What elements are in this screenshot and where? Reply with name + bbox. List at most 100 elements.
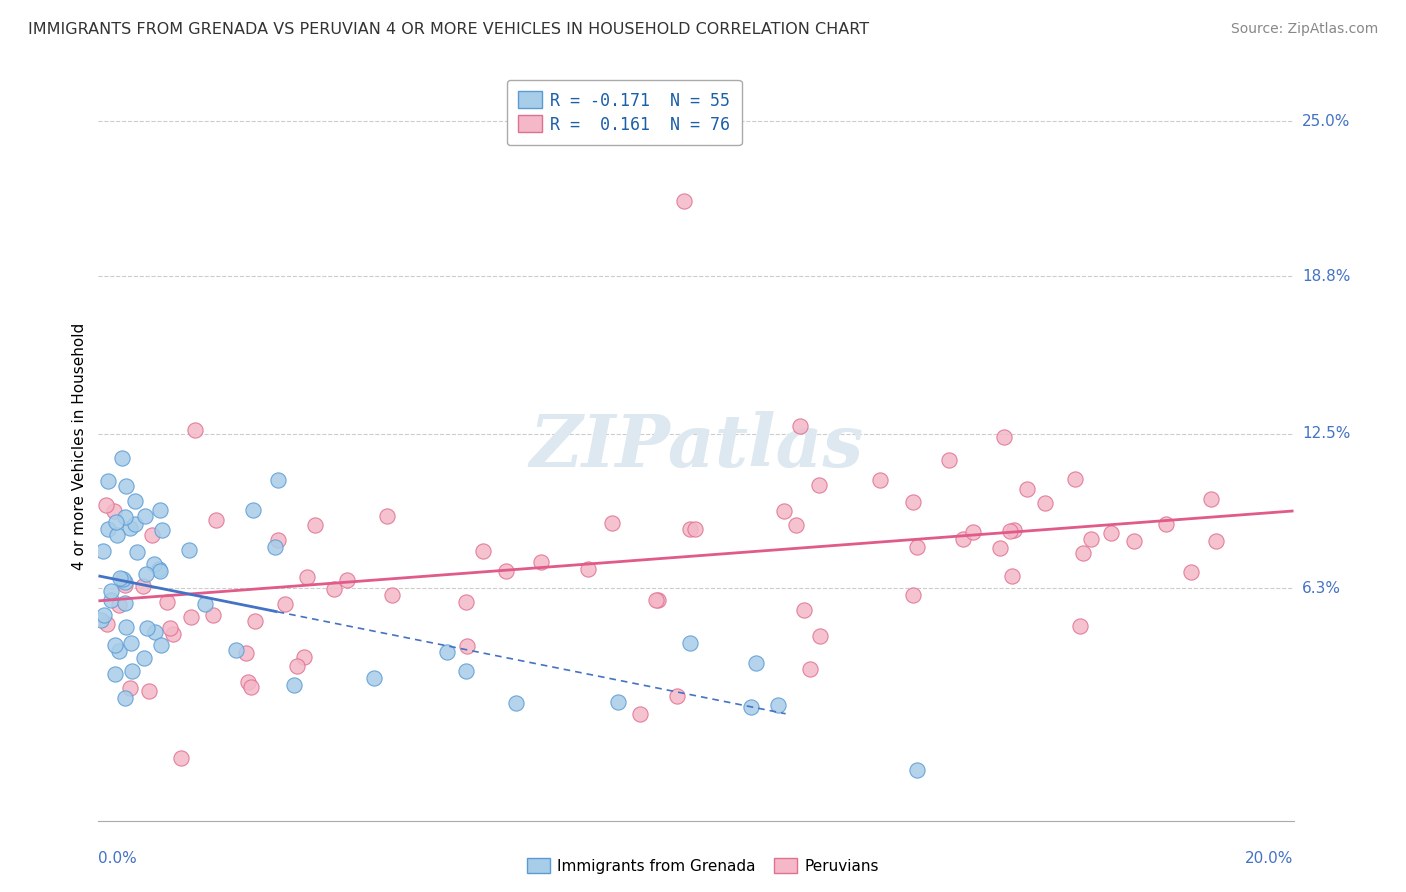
Point [1000, 524, 1022, 538]
Point [740, 699, 762, 714]
Point [785, 518, 807, 533]
Text: 20.0%: 20.0% [1246, 851, 1294, 866]
Point [744, 656, 766, 670]
Point [148, 562, 170, 576]
Point [375, 508, 398, 523]
Point [114, 690, 136, 705]
Point [120, 636, 142, 650]
Point [242, 503, 264, 517]
Point [105, 528, 128, 542]
Point [799, 663, 821, 677]
Point [138, 683, 160, 698]
Y-axis label: 4 or more Vehicles in Household: 4 or more Vehicles in Household [72, 322, 87, 570]
Point [114, 574, 136, 589]
Point [869, 473, 891, 487]
Point [142, 558, 165, 572]
Point [1180, 565, 1202, 579]
Point [132, 579, 155, 593]
Point [993, 429, 1015, 443]
Point [152, 523, 174, 537]
Point [93, 607, 115, 622]
Legend: R = -0.171  N = 55, R =  0.161  N = 76: R = -0.171 N = 55, R = 0.161 N = 76 [506, 79, 742, 145]
Point [155, 594, 177, 608]
Point [103, 667, 125, 681]
Point [149, 564, 172, 578]
Point [1205, 533, 1227, 548]
Point [1000, 569, 1022, 583]
Point [267, 533, 290, 548]
Point [363, 671, 385, 685]
Point [905, 763, 928, 777]
Point [647, 592, 669, 607]
Point [607, 695, 630, 709]
Point [1154, 516, 1177, 531]
Point [108, 571, 131, 585]
Point [111, 450, 134, 465]
Point [678, 522, 700, 536]
Point [673, 194, 696, 209]
Point [454, 664, 477, 678]
Text: 6.3%: 6.3% [1302, 581, 1341, 596]
Point [1002, 524, 1025, 538]
Point [159, 621, 181, 635]
Point [1015, 482, 1038, 496]
Point [679, 636, 702, 650]
Point [124, 517, 146, 532]
Text: IMMIGRANTS FROM GRENADA VS PERUVIAN 4 OR MORE VEHICLES IN HOUSEHOLD CORRELATION : IMMIGRANTS FROM GRENADA VS PERUVIAN 4 OR… [28, 22, 869, 37]
Point [773, 504, 796, 518]
Point [789, 419, 811, 434]
Point [243, 614, 266, 628]
Point [177, 543, 200, 558]
Point [103, 504, 125, 518]
Point [267, 474, 290, 488]
Point [264, 540, 287, 554]
Point [97, 475, 120, 489]
Point [1071, 545, 1094, 559]
Point [578, 562, 600, 576]
Point [1080, 533, 1102, 547]
Point [505, 697, 527, 711]
Point [149, 639, 172, 653]
Point [295, 570, 318, 584]
Point [96, 616, 118, 631]
Text: 12.5%: 12.5% [1302, 426, 1350, 441]
Point [225, 642, 247, 657]
Point [1122, 534, 1144, 549]
Point [90, 613, 112, 627]
Point [335, 573, 357, 587]
Point [952, 533, 974, 547]
Text: 0.0%: 0.0% [98, 851, 138, 866]
Point [202, 607, 225, 622]
Point [183, 423, 205, 437]
Point [901, 495, 924, 509]
Point [808, 629, 831, 643]
Point [1033, 496, 1056, 510]
Text: ZIPatlas: ZIPatlas [529, 410, 863, 482]
Point [107, 644, 129, 658]
Point [600, 516, 623, 531]
Point [273, 597, 295, 611]
Point [134, 509, 156, 524]
Point [322, 582, 344, 596]
Text: 18.8%: 18.8% [1302, 268, 1350, 284]
Point [124, 494, 146, 508]
Point [149, 503, 172, 517]
Point [100, 592, 122, 607]
Point [108, 598, 131, 612]
Point [135, 621, 157, 635]
Point [240, 680, 263, 694]
Point [118, 681, 141, 695]
Point [292, 649, 315, 664]
Point [141, 527, 163, 541]
Point [125, 545, 148, 559]
Point [91, 544, 114, 558]
Point [94, 498, 117, 512]
Text: 25.0%: 25.0% [1302, 114, 1350, 128]
Point [162, 626, 184, 640]
Point [683, 522, 706, 536]
Point [990, 541, 1012, 555]
Point [793, 603, 815, 617]
Point [766, 698, 789, 712]
Point [1064, 472, 1087, 486]
Point [121, 664, 143, 678]
